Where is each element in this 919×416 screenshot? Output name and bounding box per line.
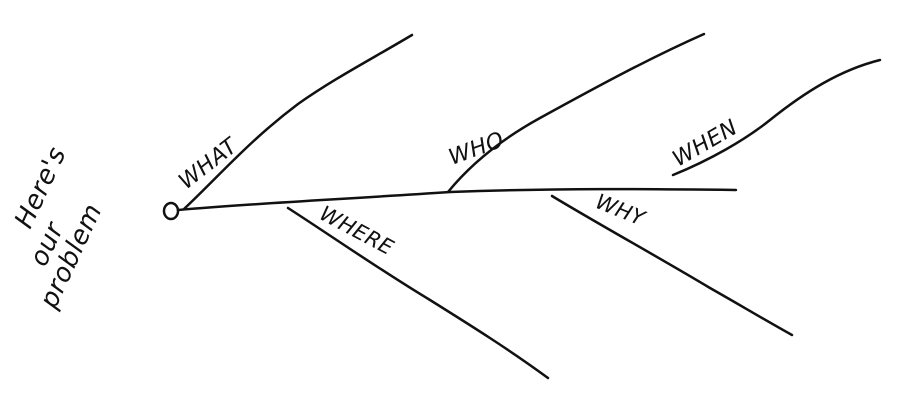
label-who: WHO — [446, 128, 508, 171]
label-when: WHEN — [669, 115, 743, 172]
bone-what — [182, 33, 414, 211]
bone-when — [671, 58, 882, 177]
main-spine — [176, 187, 738, 212]
label-where: WHERE — [316, 201, 398, 260]
problem-head-circle — [162, 201, 180, 221]
bone-why — [550, 194, 794, 337]
bone-where — [286, 206, 550, 380]
bone-who — [446, 32, 706, 194]
problem-label-line-1: Here's — [9, 142, 73, 233]
